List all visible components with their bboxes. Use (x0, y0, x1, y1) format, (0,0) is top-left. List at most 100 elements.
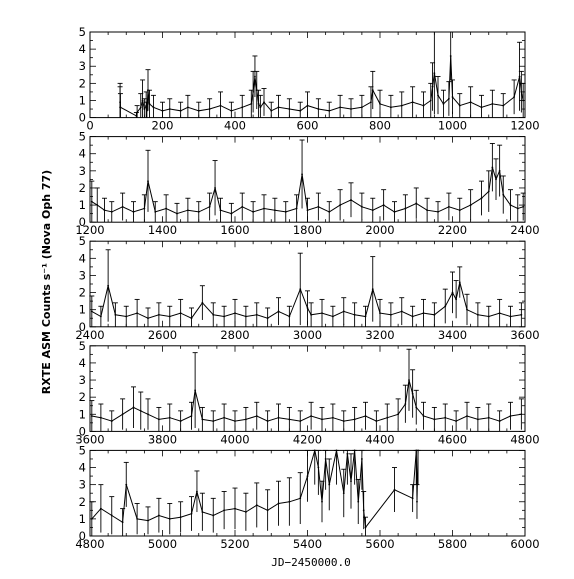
panel-4-data-point (498, 420, 501, 423)
panel-4-data-point (99, 416, 102, 419)
panel-4-data-point (157, 418, 160, 421)
panel-5-data-point (223, 509, 226, 512)
panel-4-data-point (299, 420, 302, 423)
panel-4-data-point (433, 418, 436, 421)
panel-3-data-point (331, 315, 334, 318)
panel-5-data-point (328, 483, 331, 486)
panel-4-x-tick-label: 4400 (365, 432, 394, 446)
panel-3-data-point (136, 312, 139, 315)
panel-2-data-point (147, 180, 149, 183)
panel-4-data-point (266, 420, 269, 423)
panel-5-data-point (90, 517, 93, 520)
panel-3-data-point (455, 298, 458, 301)
panel-4-data-point (234, 420, 236, 423)
panel-5-x-tick-label: 5400 (293, 537, 322, 551)
panel-5-y-tick-label: 2 (79, 495, 86, 509)
panel-1-data-point (437, 94, 439, 97)
panel-1-data-point (431, 85, 434, 88)
panel-1-x-tick-label: 0 (86, 119, 93, 133)
panel-5-data-point (190, 512, 193, 515)
panel-1-x-tick-label: 1000 (438, 119, 467, 133)
panel-4-data-point (255, 415, 258, 417)
panel-1-data-point (119, 106, 122, 109)
panel-3-data-point (422, 312, 425, 315)
panel-1-data-point (143, 108, 146, 110)
panel-1-data-point (197, 109, 200, 112)
panel-4-data-point (444, 416, 447, 419)
panel-1-data-point (458, 104, 461, 107)
panel-4-data-point (277, 416, 280, 419)
panel-2-data-point (382, 204, 385, 206)
panel-3-x-tick-label: 3400 (438, 328, 467, 342)
panel-5-data-point (416, 500, 418, 503)
panel-4-data-point (132, 406, 135, 409)
panel-3-x-tick-label: 2600 (148, 328, 177, 342)
panel-4-data-point (121, 413, 124, 416)
panel-3-x-tick-label: 3600 (510, 328, 539, 342)
panel-5-data-point (364, 526, 367, 529)
panel-3-data-point (400, 310, 403, 313)
panel-1-data-point (422, 104, 425, 107)
panel-3-data-point (168, 315, 171, 318)
panel-2-data-point (219, 209, 222, 212)
panel-5-x-tick-label: 6000 (510, 537, 539, 551)
panel-1-data-point (179, 109, 182, 112)
panel-2-data-point (522, 205, 525, 208)
panel-1-data-point (306, 104, 309, 107)
panel-1-x-tick-label: 200 (152, 119, 174, 133)
panel-2-data-point (491, 166, 494, 169)
panel-4-x-tick-label: 4800 (510, 432, 539, 446)
panel-5-data-point (277, 502, 280, 505)
panel-3-data-point (466, 308, 468, 311)
panel-3-data-point (107, 284, 110, 287)
panel-1-y-tick-label: 2 (79, 76, 86, 90)
panel-5-data-point (353, 449, 356, 452)
panel-5-data-point (321, 500, 323, 503)
panel-1-data-point (299, 109, 302, 112)
panel-5-x-tick-label: 5000 (148, 537, 177, 551)
panel-5-y-tick-label: 5 (79, 443, 86, 457)
panel-5-data-point (196, 490, 198, 493)
panel-2-data-point (208, 205, 211, 208)
panel-3-data-point (433, 313, 436, 316)
panel-4-data-point (487, 416, 490, 419)
panel-4-data-point (397, 413, 400, 416)
panel-1-data-point (449, 55, 452, 57)
panel-1-data-point (147, 89, 149, 92)
panel-5-data-point (317, 466, 320, 469)
panel-3-y-tick-label: 3 (79, 268, 86, 282)
panel-5-data-point (313, 449, 316, 452)
panel-5-data-point (179, 516, 182, 519)
panel-2-data-point (404, 207, 407, 210)
panel-4-x-tick-label: 3800 (148, 432, 177, 446)
panel-2-data-point (458, 209, 461, 212)
panel-3-data-point (487, 315, 490, 318)
panel-4-data-point (342, 420, 345, 423)
panel-2-data-point (90, 200, 93, 203)
panel-5-data-point (360, 458, 363, 460)
panel-4-data-point (147, 413, 149, 416)
panel-4-x-tick-label: 3600 (75, 432, 104, 446)
panel-3-data-point (255, 313, 258, 316)
panel-5-y-tick-label: 1 (79, 512, 86, 526)
panel-1-data-point (135, 114, 138, 117)
panel-1-data-point (277, 106, 280, 109)
panel-1-y-tick-label: 0 (79, 111, 86, 125)
panel-1-y-tick-label: 4 (79, 42, 86, 56)
panel-1-x-tick-label: 1200 (510, 119, 539, 133)
panel-1-data-point (288, 108, 291, 110)
panel-3-x-tick-label: 2800 (220, 328, 249, 342)
panel-3-data-point (125, 315, 128, 318)
panel-3-data-point (379, 312, 381, 315)
panel-2-y-tick-label: 4 (79, 147, 86, 161)
panel-3-x-tick-label: 3000 (293, 328, 322, 342)
panel-2-data-point (437, 211, 439, 213)
panel-2-data-point (306, 209, 309, 212)
panel-2-x-tick-label: 2200 (438, 223, 467, 237)
panel-4-data-point (408, 379, 410, 381)
panel-1-data-point (520, 91, 523, 93)
panel-3-data-point (411, 315, 414, 318)
panel-4-data-point (244, 418, 247, 421)
panel-4-data-point (415, 406, 418, 409)
panel-2-data-point (371, 209, 374, 212)
